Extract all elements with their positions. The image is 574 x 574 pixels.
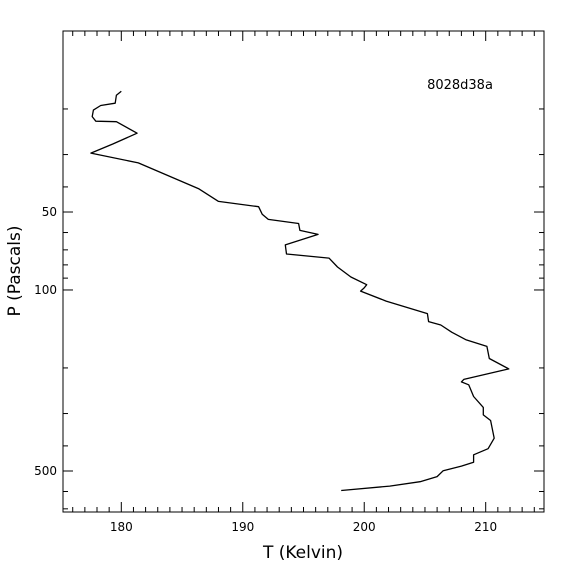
x-tick-label: 200 [353, 520, 376, 534]
x-tick-label: 180 [110, 520, 133, 534]
temperature-profile-line [90, 90, 510, 492]
y-tick-label: 500 [34, 464, 57, 478]
y-tick-label: 50 [42, 205, 57, 219]
x-tick-label: 210 [474, 520, 497, 534]
y-tick-label: 100 [34, 283, 57, 297]
axis-ticks [63, 30, 544, 512]
x-axis-title: T (Kelvin) [262, 543, 343, 563]
x-tick-label: 190 [231, 520, 254, 534]
tick-labels: 180 190 200 210 50 100 500 [34, 205, 497, 534]
chart-annotation: 8028d38a [427, 78, 493, 93]
y-axis-title: P (Pascals) [5, 225, 25, 316]
plot-frame [62, 30, 545, 513]
